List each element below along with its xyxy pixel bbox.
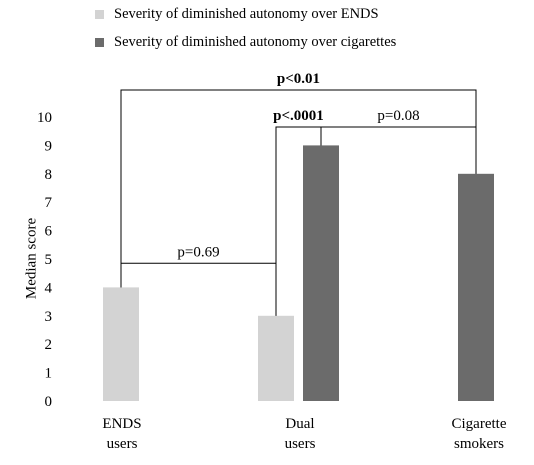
significance-bracket — [120, 262, 277, 316]
category-label-line2: users — [106, 436, 138, 452]
category-label-line2: users — [284, 436, 316, 452]
y-axis: 0 1 2 3 4 5 6 7 8 9 10 — [37, 110, 53, 410]
legend-item-cigarettes: Severity of diminished autonomy over cig… — [95, 32, 396, 52]
bar-cigarettes-1 — [303, 145, 339, 401]
significance-bracket — [320, 126, 477, 174]
significance-annotations: p=0.69 p<.0001 p=0.08 p<0.01 — [120, 71, 477, 316]
y-axis-label: Median score — [23, 217, 40, 300]
p-value-label: p<0.01 — [277, 71, 320, 87]
legend-label-ends: Severity of diminished autonomy over END… — [114, 5, 379, 22]
bar-ends-0 — [103, 287, 139, 401]
y-tick-label: 0 — [45, 394, 53, 410]
y-tick-label: 9 — [45, 138, 53, 154]
category-label-line1: Dual — [285, 416, 315, 432]
significance-bracket — [120, 89, 477, 288]
y-tick-label: 4 — [45, 280, 53, 296]
p-value-label: p=0.69 — [177, 244, 219, 260]
y-tick-label: 3 — [45, 309, 53, 325]
y-tick-label: 8 — [45, 167, 53, 183]
category-label-ends-users: ENDS users — [67, 414, 177, 454]
p-value-label: p<.0001 — [273, 108, 324, 124]
p-value-label: p=0.08 — [377, 108, 419, 124]
y-tick-label: 6 — [45, 224, 53, 240]
bar-ends-1 — [258, 315, 294, 401]
category-label-line2: smokers — [454, 436, 504, 452]
category-label-cigarette-smokers: Cigarette smokers — [424, 414, 534, 454]
legend-swatch-ends — [95, 9, 104, 19]
category-label-dual-users: Dual users — [245, 414, 355, 454]
y-tick-label: 2 — [45, 337, 53, 353]
y-tick-label: 10 — [37, 110, 52, 126]
category-label-line1: ENDS — [102, 416, 142, 432]
legend-swatch-cigarettes — [95, 37, 104, 47]
legend-label-cigarettes: Severity of diminished autonomy over cig… — [114, 33, 397, 50]
legend-item-ends: Severity of diminished autonomy over END… — [95, 4, 379, 24]
y-tick-label: 1 — [45, 366, 53, 382]
y-tick-label: 7 — [45, 195, 53, 211]
category-label-line1: Cigarette — [451, 416, 507, 432]
bars — [103, 145, 494, 401]
bar-cigarettes-2 — [458, 173, 494, 401]
y-tick-label: 5 — [45, 252, 53, 268]
